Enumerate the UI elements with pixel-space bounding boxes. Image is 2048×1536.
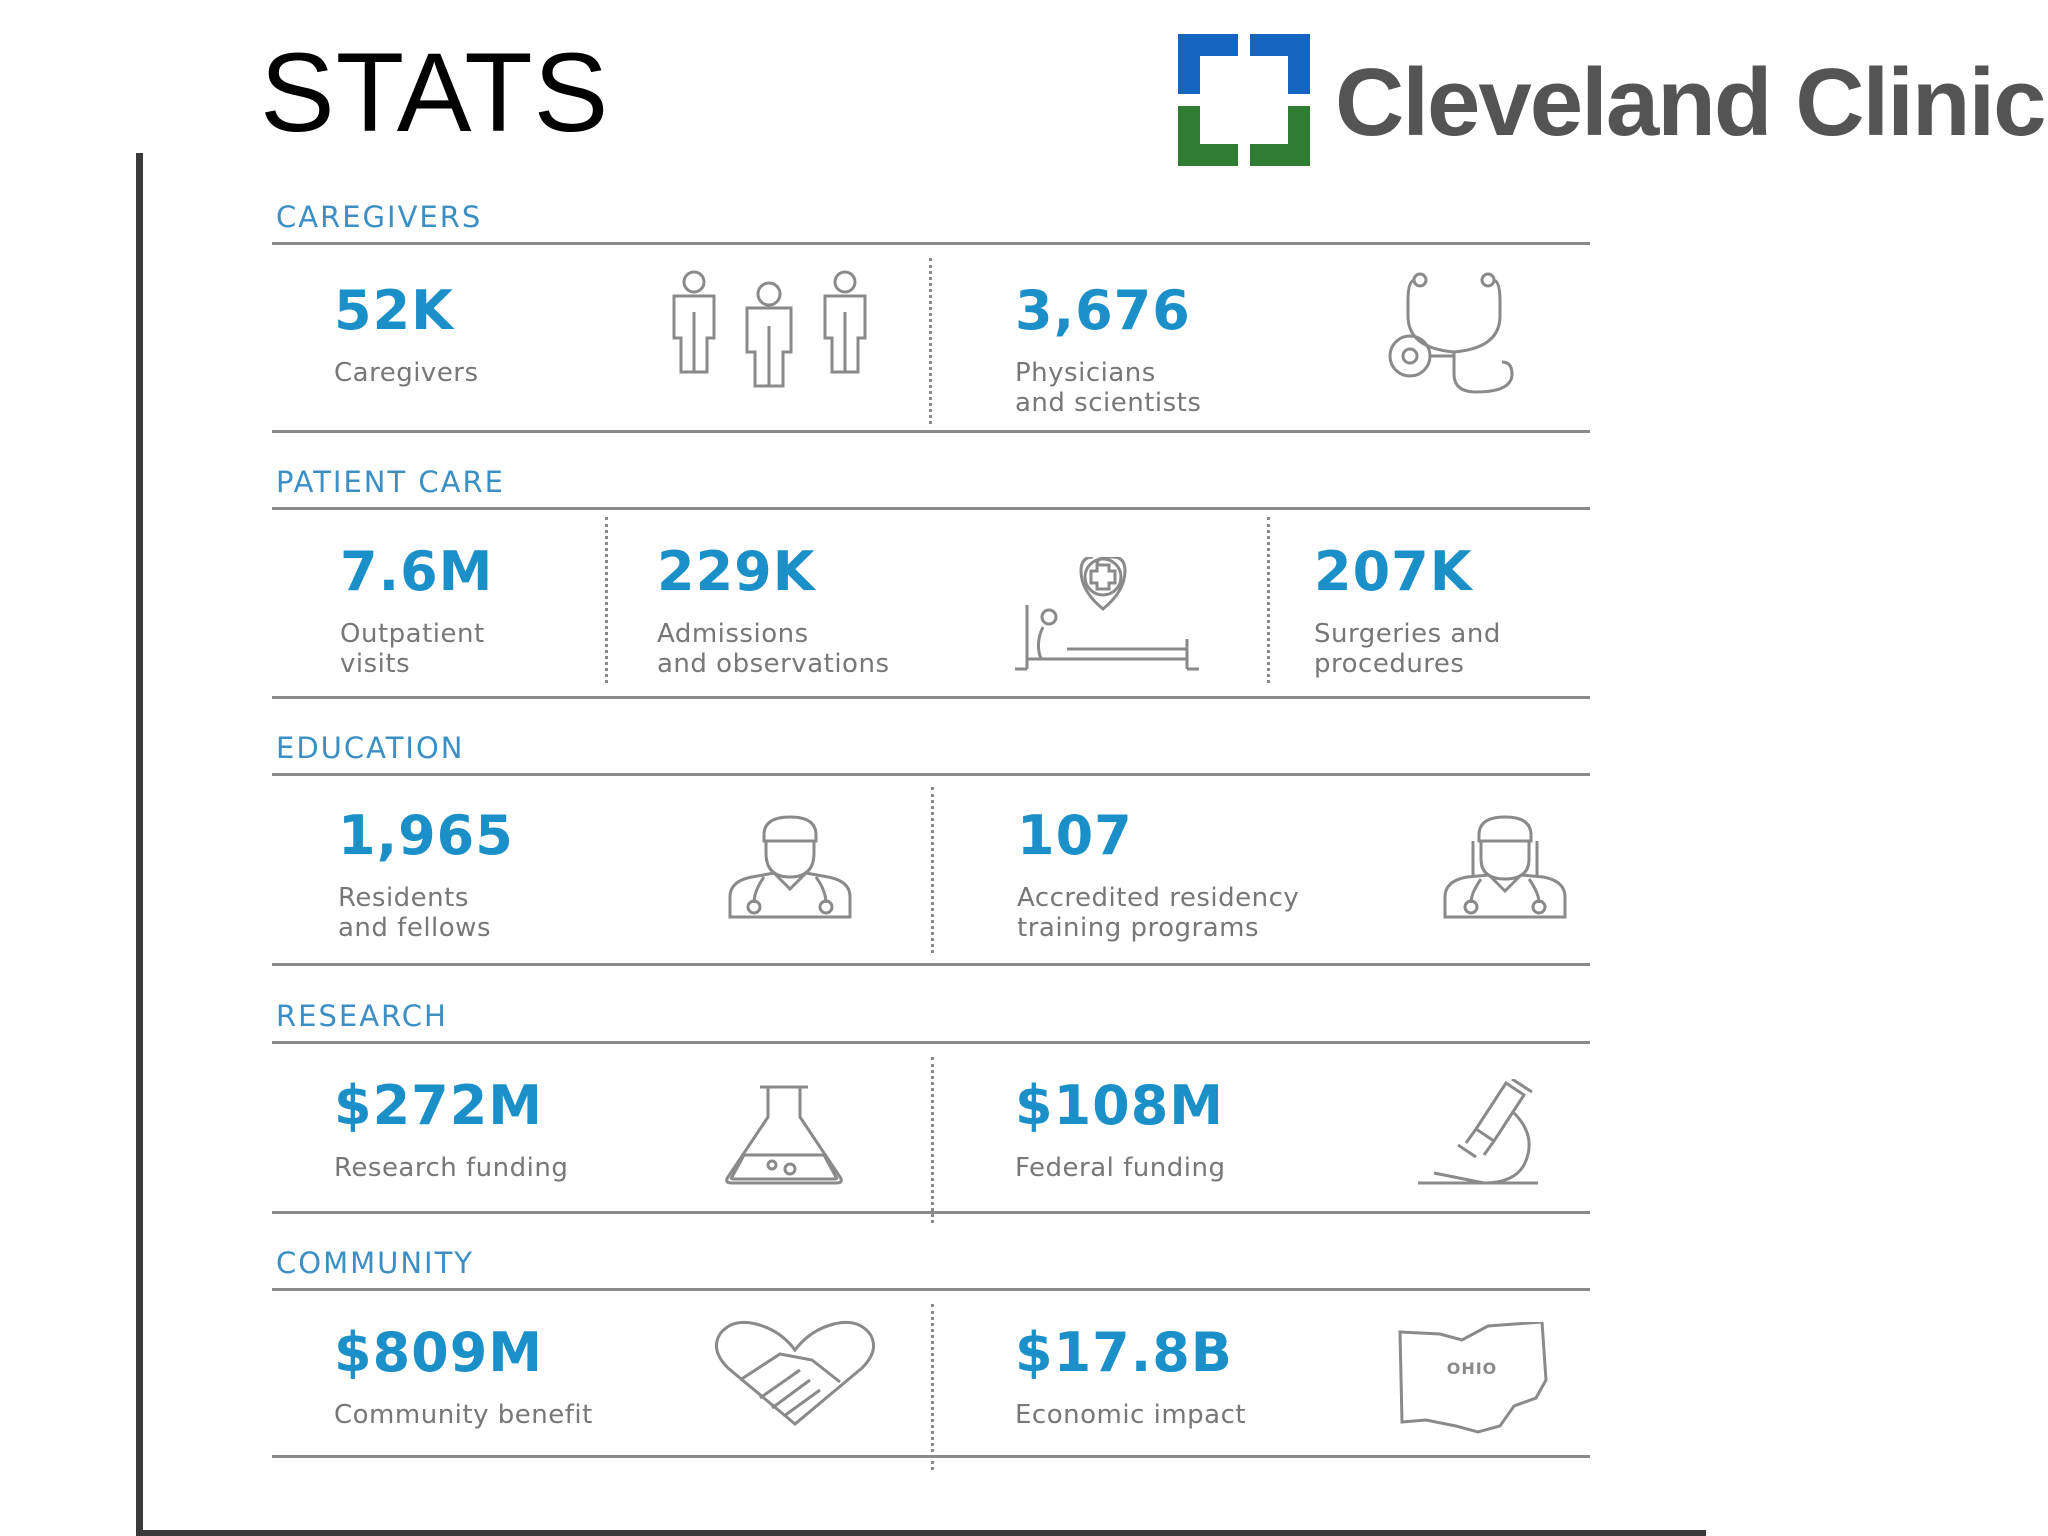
section-rule-top — [272, 242, 1590, 245]
stat-divider — [931, 1304, 934, 1470]
flask-icon — [714, 1085, 854, 1185]
logo-cross-mark-icon — [1178, 34, 1310, 166]
stat-value: 7.6M — [340, 540, 494, 603]
section-rule-bottom — [272, 963, 1590, 966]
stat-outpatient-visits: 7.6M Outpatient visits — [340, 540, 494, 680]
stat-label: Residents and fellows — [338, 883, 491, 943]
section-label: EDUCATION — [276, 731, 465, 765]
stat-label: Physicians and scientists — [1015, 358, 1202, 418]
stat-value: 107 — [1017, 804, 1133, 867]
stat-label: Accredited residency training programs — [1017, 883, 1300, 943]
people-icon — [657, 268, 882, 390]
section-rule-top — [272, 773, 1590, 776]
section-rule-bottom — [272, 1211, 1590, 1214]
stethoscope-icon — [1384, 270, 1524, 400]
handshake-heart-icon — [710, 1320, 880, 1426]
stat-label: Outpatient visits — [340, 619, 485, 679]
doctor-icon — [722, 815, 858, 919]
stat-residents: 1,965 Residents and fellows — [338, 804, 514, 944]
ohio-label: OHIO — [1447, 1359, 1498, 1378]
stat-label: Economic impact — [1015, 1400, 1247, 1430]
section-rule-top — [272, 1288, 1590, 1291]
stat-caregivers: 52K Caregivers — [334, 279, 479, 389]
section-rule-bottom — [272, 1455, 1590, 1458]
hospital-bed-icon — [1007, 557, 1207, 677]
stat-value: $108M — [1015, 1074, 1225, 1137]
stat-value: $809M — [334, 1321, 544, 1384]
section-label: COMMUNITY — [276, 1246, 475, 1280]
stat-label: Federal funding — [1015, 1153, 1226, 1183]
section-rule-top — [272, 1041, 1590, 1044]
stat-label: Surgeries and procedures — [1314, 619, 1501, 679]
stat-value: $272M — [334, 1074, 544, 1137]
stat-physicians: 3,676 Physicians and scientists — [1015, 279, 1202, 419]
stat-value: 229K — [657, 540, 816, 603]
slide-title: STATS — [260, 30, 610, 155]
stat-admissions: 229K Admissions and observations — [657, 540, 890, 680]
logo-text: Cleveland Clinic — [1335, 49, 2047, 156]
section-rule-top — [272, 507, 1590, 510]
stat-value: $17.8B — [1015, 1321, 1233, 1384]
stat-label: Admissions and observations — [657, 619, 890, 679]
stat-divider — [931, 1057, 934, 1223]
stat-label: Research funding — [334, 1153, 569, 1183]
section-label: PATIENT CARE — [276, 465, 505, 499]
stat-value: 1,965 — [338, 804, 514, 867]
stat-value: 3,676 — [1015, 279, 1191, 342]
stat-research-funding: $272M Research funding — [334, 1074, 569, 1184]
stat-value: 52K — [334, 279, 454, 342]
stat-divider — [931, 787, 934, 953]
ohio-map-icon: OHIO — [1396, 1322, 1550, 1434]
microscope-icon — [1414, 1079, 1544, 1189]
stat-divider — [605, 517, 608, 683]
stat-label: Caregivers — [334, 358, 479, 388]
stat-label: Community benefit — [334, 1400, 593, 1430]
stat-divider — [929, 258, 932, 424]
doctor-female-icon — [1437, 815, 1573, 919]
stat-federal-funding: $108M Federal funding — [1015, 1074, 1226, 1184]
section-label: CAREGIVERS — [276, 200, 483, 234]
stat-residency-programs: 107 Accredited residency training progra… — [1017, 804, 1300, 944]
stat-community-benefit: $809M Community benefit — [334, 1321, 593, 1431]
frame-bottom-border — [136, 1530, 1706, 1536]
frame-left-border — [136, 153, 143, 1536]
section-rule-bottom — [272, 430, 1590, 433]
stat-surgeries: 207K Surgeries and procedures — [1314, 540, 1501, 680]
stat-divider — [1267, 517, 1270, 683]
section-label: RESEARCH — [276, 999, 448, 1033]
stat-value: 207K — [1314, 540, 1473, 603]
section-rule-bottom — [272, 696, 1590, 699]
stat-economic-impact: $17.8B Economic impact — [1015, 1321, 1247, 1431]
